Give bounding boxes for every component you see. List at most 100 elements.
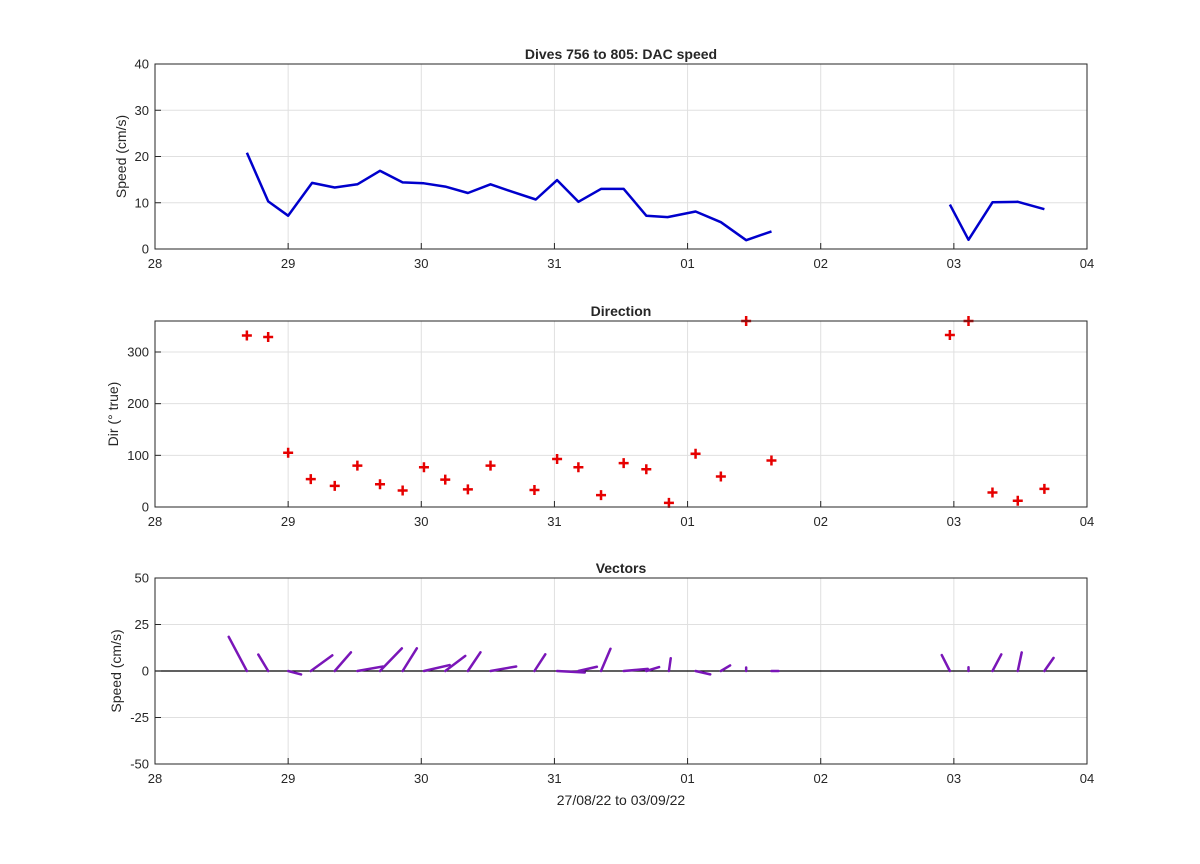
direction-panel: 0 100 200 300 28 29 30 31 01 02 03 04 Direction Di… bbox=[105, 303, 1094, 529]
direction-x-tick-label: 30 bbox=[414, 514, 428, 529]
vector-stick bbox=[555, 669, 587, 674]
vector-stick bbox=[309, 654, 334, 673]
vector-stick bbox=[622, 667, 650, 673]
speed-y-tick-label: 40 bbox=[135, 57, 149, 72]
vector-stick bbox=[991, 653, 1003, 673]
direction-marker bbox=[529, 484, 540, 495]
direction-marker bbox=[329, 480, 340, 491]
direction-marker bbox=[283, 447, 294, 458]
vector-stick bbox=[577, 665, 599, 673]
direction-marker bbox=[715, 471, 726, 482]
x-axis-label: 27/08/22 to 03/09/22 bbox=[557, 792, 686, 808]
vectors-y-tick-label: 50 bbox=[135, 571, 149, 586]
vector-stick bbox=[719, 664, 732, 673]
direction-marker bbox=[440, 474, 451, 485]
speed-x-ticks: 28 29 30 31 01 02 03 04 bbox=[148, 243, 1094, 271]
vectors-y-ticks: -50 -25 0 25 50 bbox=[130, 571, 161, 772]
vectors-x-tick-label: 28 bbox=[148, 771, 162, 786]
vector-stick bbox=[378, 647, 404, 673]
direction-marker bbox=[263, 332, 274, 343]
vectors-ylabel: Speed (cm/s) bbox=[108, 629, 124, 712]
direction-marker bbox=[552, 453, 563, 464]
vector-stick bbox=[599, 647, 612, 673]
vector-stick bbox=[533, 653, 547, 673]
speed-ylabel: Speed (cm/s) bbox=[113, 115, 129, 198]
vectors-x-tick-label: 03 bbox=[947, 771, 961, 786]
speed-series bbox=[245, 152, 1045, 242]
direction-marker bbox=[618, 458, 629, 469]
speed-y-tick-label: 20 bbox=[135, 149, 149, 164]
direction-marker bbox=[944, 329, 955, 340]
direction-y-tick-label: 100 bbox=[127, 448, 149, 463]
direction-marker bbox=[241, 330, 252, 341]
vector-stick bbox=[940, 653, 952, 673]
vector-stick bbox=[694, 669, 712, 676]
direction-x-tick-label: 03 bbox=[947, 514, 961, 529]
speed-line-segment bbox=[948, 200, 1045, 242]
vector-stick bbox=[401, 647, 419, 673]
vector-stick bbox=[645, 665, 661, 673]
direction-marker bbox=[375, 479, 386, 490]
vectors-series bbox=[227, 635, 1055, 676]
vector-stick bbox=[667, 657, 672, 673]
direction-ylabel: Dir (° true) bbox=[105, 382, 121, 447]
vectors-y-tick-label: -25 bbox=[130, 710, 149, 725]
direction-x-tick-label: 02 bbox=[813, 514, 827, 529]
vector-stick bbox=[422, 663, 451, 673]
speed-x-tick-label: 03 bbox=[947, 256, 961, 271]
direction-plot-area bbox=[155, 321, 1087, 507]
speed-line-segment bbox=[245, 152, 772, 242]
direction-y-tick-label: 0 bbox=[142, 500, 149, 515]
direction-marker bbox=[418, 462, 429, 473]
direction-x-tick-label: 28 bbox=[148, 514, 162, 529]
direction-marker bbox=[462, 484, 473, 495]
direction-x-tick-label: 01 bbox=[680, 514, 694, 529]
direction-marker bbox=[305, 474, 316, 485]
direction-marker bbox=[1012, 495, 1023, 506]
direction-marker bbox=[663, 497, 674, 508]
vector-stick bbox=[489, 665, 518, 673]
direction-marker bbox=[1039, 483, 1050, 494]
speed-x-tick-label: 04 bbox=[1080, 256, 1094, 271]
vector-stick bbox=[444, 654, 467, 673]
vector-stick bbox=[257, 653, 270, 673]
speed-y-tick-label: 0 bbox=[142, 242, 149, 257]
direction-axes-box bbox=[154, 320, 1088, 508]
speed-x-tick-label: 31 bbox=[547, 256, 561, 271]
direction-marker bbox=[596, 490, 607, 501]
vector-stick bbox=[356, 665, 385, 673]
direction-marker bbox=[573, 462, 584, 473]
speed-x-tick-label: 02 bbox=[813, 256, 827, 271]
vectors-x-tick-label: 01 bbox=[680, 771, 694, 786]
vectors-y-tick-label: -50 bbox=[130, 757, 149, 772]
vector-stick bbox=[466, 651, 482, 673]
speed-y-tick-label: 30 bbox=[135, 103, 149, 118]
direction-grid bbox=[155, 321, 1087, 507]
vector-stick bbox=[286, 669, 303, 676]
direction-title: Direction bbox=[591, 303, 652, 319]
vectors-x-ticks: 28 29 30 31 01 02 03 04 bbox=[148, 758, 1094, 786]
direction-x-tick-label: 31 bbox=[547, 514, 561, 529]
direction-marker bbox=[766, 455, 777, 466]
speed-x-tick-label: 30 bbox=[414, 256, 428, 271]
vectors-y-tick-label: 25 bbox=[135, 617, 149, 632]
direction-marker bbox=[987, 487, 998, 498]
speed-title: Dives 756 to 805: DAC speed bbox=[525, 46, 717, 62]
vector-stick bbox=[1043, 656, 1055, 673]
speed-x-tick-label: 28 bbox=[148, 256, 162, 271]
vector-stick bbox=[333, 651, 353, 673]
direction-x-ticks: 28 29 30 31 01 02 03 04 bbox=[148, 501, 1094, 529]
vectors-x-tick-label: 02 bbox=[813, 771, 827, 786]
vectors-y-tick-label: 0 bbox=[142, 664, 149, 679]
speed-y-ticks: 0 10 20 30 40 bbox=[135, 57, 161, 257]
direction-marker bbox=[397, 485, 408, 496]
vectors-x-tick-label: 30 bbox=[414, 771, 428, 786]
direction-x-tick-label: 29 bbox=[281, 514, 295, 529]
vectors-x-tick-label: 04 bbox=[1080, 771, 1094, 786]
speed-panel: 0 10 20 30 40 28 29 30 31 01 02 03 04 Dives 756 to … bbox=[113, 46, 1094, 271]
direction-y-tick-label: 300 bbox=[127, 345, 149, 360]
vectors-panel: -50 -25 0 25 50 28 29 30 31 01 02 03 04 Vectors Spe… bbox=[108, 560, 1094, 808]
direction-y-tick-label: 200 bbox=[127, 396, 149, 411]
vectors-x-tick-label: 29 bbox=[281, 771, 295, 786]
